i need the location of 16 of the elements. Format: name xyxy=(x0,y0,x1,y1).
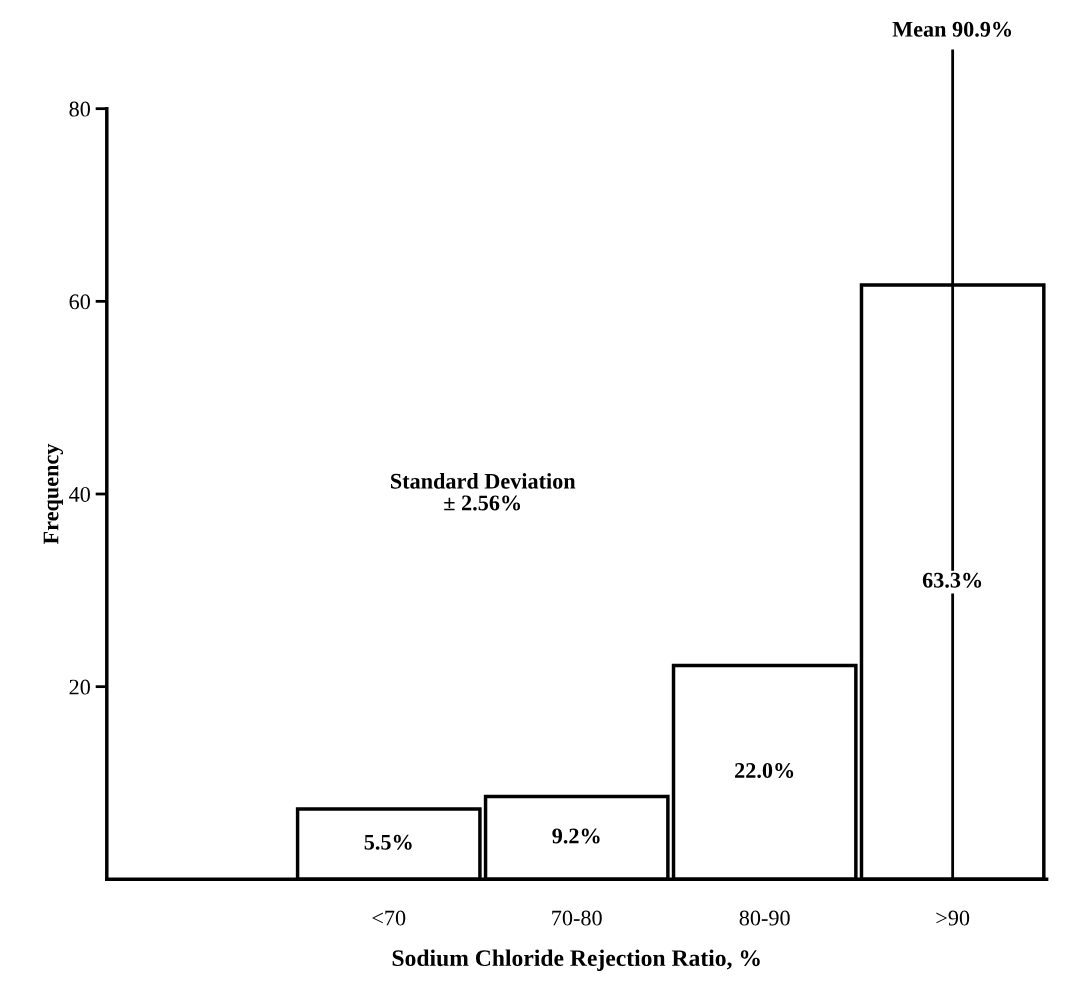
annotation: 9.2% xyxy=(552,828,600,844)
x-tick-label: 80-90 xyxy=(739,910,790,926)
annotation: Standard Deviation ± 2.56% xyxy=(391,473,576,511)
y-tick-label: 80 xyxy=(69,101,90,117)
annotation: 22.0% xyxy=(735,762,794,779)
ref-line-label: Mean 90.9% xyxy=(892,21,1012,37)
y-axis-title: Frequency xyxy=(43,443,64,545)
y-tick-label: 60 xyxy=(69,294,90,310)
annotation: 63.3% xyxy=(922,572,982,588)
annotation: 5.5% xyxy=(364,834,412,850)
x-tick-label: <70 xyxy=(372,910,406,926)
x-tick-label: >90 xyxy=(936,910,970,926)
y-tick-label: 20 xyxy=(69,679,90,695)
x-tick-label: 70-80 xyxy=(552,910,602,926)
x-axis-title: Sodium Chloride Rejection Ratio, % xyxy=(392,949,760,971)
y-tick-label: 40 xyxy=(69,486,90,502)
